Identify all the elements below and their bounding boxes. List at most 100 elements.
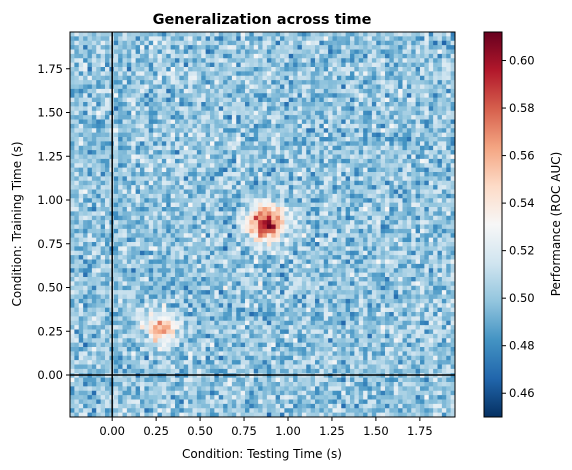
heatmap-cell: [389, 185, 395, 190]
heatmap-cell: [205, 268, 211, 274]
heatmap-cell: [91, 158, 97, 164]
heatmap-cell: [122, 242, 128, 247]
heatmap-cell: [105, 145, 110, 151]
heatmap-cell: [188, 233, 193, 239]
heatmap-cell: [406, 97, 412, 103]
heatmap-cell: [275, 189, 281, 195]
heatmap-cell: [153, 58, 158, 64]
heatmap-cell: [78, 97, 84, 103]
heatmap-cell: [91, 237, 97, 243]
heatmap-cell: [306, 75, 312, 81]
heatmap-cell: [415, 45, 421, 50]
heatmap-cell: [153, 67, 158, 72]
heatmap-cell: [170, 115, 176, 120]
heatmap-cell: [188, 158, 193, 164]
heatmap-cell: [297, 115, 303, 120]
heatmap-cell: [240, 53, 246, 59]
heatmap-cell: [323, 80, 329, 85]
heatmap-cell: [297, 154, 303, 160]
heatmap-cell: [262, 237, 268, 243]
heatmap-cell: [424, 137, 430, 142]
heatmap-cell: [105, 268, 110, 274]
heatmap-cell: [402, 137, 408, 142]
heatmap-cell: [415, 163, 421, 169]
heatmap-cell: [266, 67, 272, 72]
heatmap-cell: [450, 268, 455, 274]
heatmap-cell: [201, 193, 207, 199]
heatmap-cell: [301, 36, 307, 42]
heatmap-cell: [271, 67, 277, 72]
heatmap-cell: [341, 193, 347, 199]
heatmap-cell: [367, 272, 373, 278]
heatmap-cell: [297, 88, 303, 94]
heatmap-cell: [437, 163, 443, 169]
heatmap-cell: [389, 53, 395, 59]
heatmap-cell: [140, 233, 145, 239]
heatmap-cell: [393, 259, 399, 265]
heatmap-cell: [74, 272, 80, 278]
heatmap-cell: [332, 36, 338, 42]
heatmap-cell: [140, 145, 145, 151]
heatmap-cell: [424, 123, 430, 129]
heatmap-cell: [140, 84, 145, 90]
heatmap-cell: [157, 158, 163, 164]
heatmap-cell: [236, 224, 242, 230]
heatmap-cell: [170, 154, 176, 160]
heatmap-cell: [293, 154, 298, 160]
heatmap-cell: [74, 220, 80, 225]
heatmap-cell: [332, 58, 338, 64]
heatmap-cell: [350, 115, 355, 120]
heatmap-cell: [363, 154, 368, 160]
heatmap-cell: [188, 237, 193, 243]
heatmap-cell: [328, 75, 333, 81]
heatmap-cell: [280, 97, 285, 103]
heatmap-cell: [367, 115, 373, 120]
heatmap-cell: [271, 207, 277, 212]
heatmap-cell: [78, 145, 84, 151]
heatmap-cell: [402, 259, 408, 265]
heatmap-cell: [332, 137, 338, 142]
heatmap-cell: [183, 167, 189, 173]
heatmap-cell: [118, 49, 123, 55]
heatmap-cell: [393, 84, 399, 90]
heatmap-cell: [297, 123, 303, 129]
heatmap-cell: [389, 224, 395, 230]
heatmap-cell: [227, 141, 233, 147]
heatmap-cell: [341, 84, 347, 90]
heatmap-cell: [258, 32, 263, 37]
heatmap-cell: [332, 228, 338, 234]
heatmap-cell: [363, 242, 368, 247]
heatmap-cell: [157, 272, 163, 278]
heatmap-cell: [367, 62, 373, 68]
heatmap-cell: [341, 263, 347, 269]
heatmap-cell: [402, 84, 408, 90]
heatmap-cell: [179, 67, 185, 72]
heatmap-cell: [231, 58, 237, 64]
heatmap-cell: [328, 163, 333, 169]
heatmap-cell: [358, 106, 364, 112]
heatmap-cell: [148, 158, 154, 164]
heatmap-cell: [135, 158, 141, 164]
heatmap-cell: [148, 163, 154, 169]
heatmap-cell: [284, 49, 290, 55]
heatmap-cell: [192, 268, 198, 274]
heatmap-cell: [157, 150, 163, 155]
heatmap-cell: [441, 71, 447, 77]
heatmap-cell: [91, 58, 97, 64]
heatmap-cell: [288, 67, 294, 72]
heatmap-cell: [424, 211, 430, 217]
heatmap-cell: [175, 115, 180, 120]
heatmap-cell: [188, 202, 193, 208]
heatmap-cell: [157, 62, 163, 68]
heatmap-cell: [245, 36, 250, 42]
heatmap-cell: [358, 58, 364, 64]
heatmap-cell: [315, 58, 320, 64]
heatmap-cell: [100, 88, 106, 94]
heatmap-cell: [358, 75, 364, 81]
heatmap-cell: [406, 193, 412, 199]
heatmap-cell: [245, 102, 250, 107]
heatmap-cell: [280, 233, 285, 239]
heatmap-cell: [420, 224, 425, 230]
heatmap-cell: [70, 62, 75, 68]
heatmap-cell: [398, 36, 403, 42]
